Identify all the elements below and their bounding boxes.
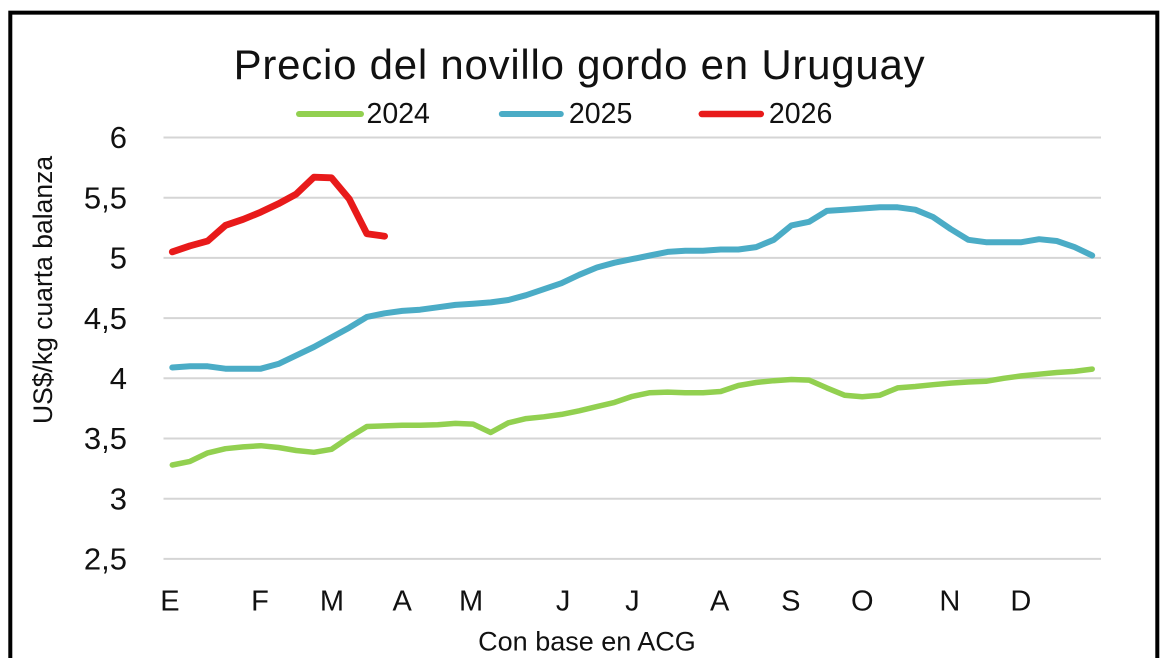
svg-text:3,5: 3,5 <box>84 421 127 456</box>
svg-text:N: N <box>939 586 960 618</box>
svg-text:5: 5 <box>110 241 127 276</box>
svg-text:US$/kg cuarta balanza: US$/kg cuarta balanza <box>28 156 58 424</box>
svg-text:J: J <box>556 586 571 618</box>
svg-text:2,5: 2,5 <box>84 542 127 577</box>
svg-text:J: J <box>625 586 640 618</box>
svg-text:S: S <box>781 586 800 618</box>
svg-text:M: M <box>459 586 483 618</box>
svg-text:5,5: 5,5 <box>84 180 127 215</box>
svg-text:O: O <box>851 586 874 618</box>
svg-text:E: E <box>160 586 179 618</box>
svg-text:2024: 2024 <box>367 98 431 130</box>
svg-text:6: 6 <box>110 120 127 155</box>
svg-text:A: A <box>393 586 413 618</box>
svg-text:3: 3 <box>110 481 127 516</box>
svg-text:4,5: 4,5 <box>84 301 127 336</box>
svg-text:2025: 2025 <box>569 98 632 130</box>
svg-text:M: M <box>320 586 344 618</box>
svg-text:2026: 2026 <box>769 98 832 130</box>
svg-text:Con base en ACG: Con base en ACG <box>478 627 696 657</box>
svg-text:F: F <box>251 586 269 618</box>
svg-text:Precio del novillo gordo en Ur: Precio del novillo gordo en Uruguay <box>234 41 926 88</box>
svg-text:A: A <box>710 586 730 618</box>
svg-text:D: D <box>1010 586 1031 618</box>
svg-text:4: 4 <box>110 361 127 396</box>
